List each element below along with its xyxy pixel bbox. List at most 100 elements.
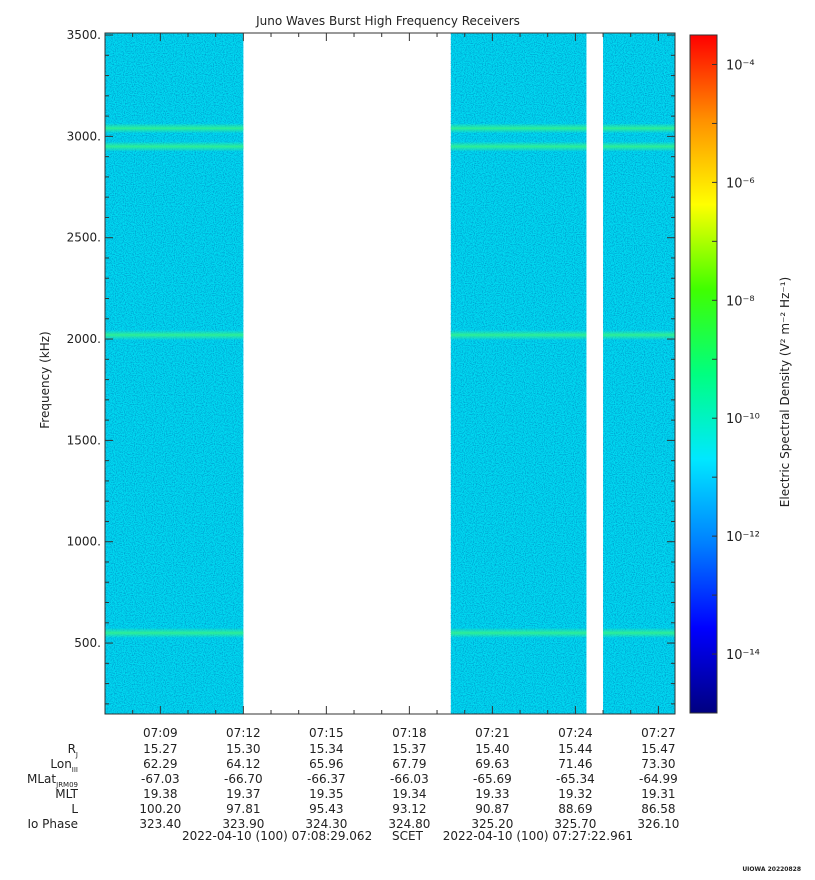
data-interval-1 — [450, 33, 587, 714]
ephemeris-value: 19.33 — [475, 787, 509, 801]
x-tick-label: 07:27 — [641, 726, 676, 740]
data-interval-2 — [603, 33, 675, 714]
ephemeris-row-label: L — [71, 802, 78, 816]
ephemeris-value: 15.37 — [392, 742, 426, 756]
ephemeris-value: 67.79 — [392, 757, 426, 771]
emission-band-1 — [105, 141, 244, 152]
x-tick-label: 07:09 — [143, 726, 178, 740]
emission-band-2 — [105, 329, 244, 340]
ephemeris-value: 324.30 — [305, 817, 347, 831]
y-tick-label: 3000. — [67, 129, 101, 143]
ephemeris-value: 19.37 — [226, 787, 260, 801]
ephemeris-value: -65.69 — [473, 772, 512, 786]
ephemeris-value: 19.35 — [309, 787, 343, 801]
colorbar-tick-label: 10⁻⁴ — [726, 58, 755, 73]
ephemeris-value: 90.87 — [475, 802, 509, 816]
y-tick-label: 3500. — [67, 28, 101, 42]
x-tick-label: 07:18 — [392, 726, 427, 740]
ephemeris-value: 62.29 — [143, 757, 177, 771]
ephemeris-value: 64.12 — [226, 757, 260, 771]
x-tick-label: 07:12 — [226, 726, 261, 740]
ephemeris-value: 19.38 — [143, 787, 177, 801]
emission-band-2 — [450, 329, 587, 340]
ephemeris-value: -65.34 — [556, 772, 595, 786]
ephemeris-value: 15.47 — [641, 742, 675, 756]
chart-title: Juno Waves Burst High Frequency Receiver… — [255, 14, 520, 28]
ephemeris-value: 15.27 — [143, 742, 177, 756]
ephemeris-value: 88.69 — [558, 802, 592, 816]
x-tick-label: 07:24 — [558, 726, 593, 740]
ephemeris-row-label: Io Phase — [27, 817, 78, 831]
colorbar-label: Electric Spectral Density (V² m⁻² Hz⁻¹) — [778, 277, 792, 507]
ephemeris-value: -66.37 — [307, 772, 346, 786]
noise-texture — [105, 33, 244, 714]
y-axis-label: Frequency (kHz) — [38, 331, 52, 428]
emission-band-2 — [603, 329, 675, 340]
ephemeris-value: 19.31 — [641, 787, 675, 801]
ephemeris-value: -66.03 — [390, 772, 429, 786]
ephemeris-value: 93.12 — [392, 802, 426, 816]
colorbar-tick-label: 10⁻¹⁴ — [726, 648, 760, 663]
noise-texture — [450, 33, 587, 714]
x-axis: 07:09 07:12 07:15 07:18 07:21 07:24 07:27 — [104, 33, 676, 740]
ephemeris-value: 15.30 — [226, 742, 260, 756]
ephemeris-value: 73.30 — [641, 757, 675, 771]
end-time: 2022-04-10 (100) 07:27:22.961 — [442, 829, 634, 843]
ephemeris-value: 65.96 — [309, 757, 343, 771]
noise-texture — [603, 33, 675, 714]
y-tick-label: 2000. — [67, 332, 101, 346]
stamp: UIOWA 20220828 — [742, 866, 801, 873]
ephemeris-row-label: LonIII — [50, 757, 78, 774]
ephemeris-value: 19.32 — [558, 787, 592, 801]
ephemeris-value: 324.80 — [388, 817, 430, 831]
ephemeris-value: 71.46 — [558, 757, 592, 771]
x-tick-label: 07:15 — [309, 726, 344, 740]
colorbar-tick-label: 10⁻⁸ — [726, 294, 755, 309]
colorbar: 10⁻⁴ 10⁻⁶ 10⁻⁸ 10⁻¹⁰ 10⁻¹² 10⁻¹⁴ — [689, 34, 760, 714]
ephemeris-row-label: RJ — [68, 742, 78, 759]
time-frame: SCET — [392, 829, 423, 843]
plot-area — [104, 32, 676, 715]
start-time: 2022-04-10 (100) 07:08:29.062 — [181, 829, 373, 843]
ephemeris-value: -67.03 — [141, 772, 180, 786]
ephemeris-value: 326.10 — [637, 817, 679, 831]
ephemeris-row-label: MLatJRM09 — [27, 772, 78, 789]
ephemeris-value: 97.81 — [226, 802, 260, 816]
emission-band-0 — [603, 123, 675, 134]
ephemeris-value: 86.58 — [641, 802, 675, 816]
ephemeris-value: -64.99 — [639, 772, 678, 786]
ephemeris-value: 15.34 — [309, 742, 343, 756]
ephemeris-value: 15.44 — [558, 742, 592, 756]
y-tick-label: 500. — [74, 636, 101, 650]
y-axis: 500. 1000. 1500. 2000. 2500. 3000. 3500. — [67, 28, 675, 705]
ephemeris-value: 69.63 — [475, 757, 509, 771]
y-tick-label: 1500. — [67, 433, 101, 447]
colorbar-tick-label: 10⁻⁶ — [726, 176, 755, 191]
ephemeris-row-label: MLT — [55, 787, 78, 801]
ephemeris-value: 323.40 — [139, 817, 181, 831]
colorbar-gradient — [689, 34, 718, 714]
time-range-footer: 2022-04-10 (100) 07:08:29.062 SCET 2022-… — [0, 829, 815, 843]
x-tick-label: 07:21 — [475, 726, 510, 740]
data-interval-0 — [105, 33, 244, 714]
ephemeris-value: 95.43 — [309, 802, 343, 816]
colorbar-tick-label: 10⁻¹⁰ — [726, 412, 760, 427]
ephemeris-value: -66.70 — [224, 772, 263, 786]
y-tick-label: 1000. — [67, 535, 101, 549]
y-tick-label: 2500. — [67, 231, 101, 245]
emission-band-3 — [450, 627, 587, 638]
ephemeris-value: 325.20 — [471, 817, 513, 831]
colorbar-tick-label: 10⁻¹² — [726, 530, 760, 545]
ephemeris-value: 19.34 — [392, 787, 426, 801]
ephemeris-value: 15.40 — [475, 742, 509, 756]
emission-band-1 — [450, 141, 587, 152]
emission-band-0 — [105, 123, 244, 134]
ephemeris-value: 100.20 — [139, 802, 181, 816]
emission-band-0 — [450, 123, 587, 134]
plot-frame — [104, 32, 676, 715]
emission-band-3 — [603, 627, 675, 638]
emission-band-3 — [105, 627, 244, 638]
ephemeris-table: RJ 15.27 15.30 15.34 15.37 15.40 15.44 15.47 Lon… — [27, 742, 679, 831]
ephemeris-value: 325.70 — [554, 817, 596, 831]
